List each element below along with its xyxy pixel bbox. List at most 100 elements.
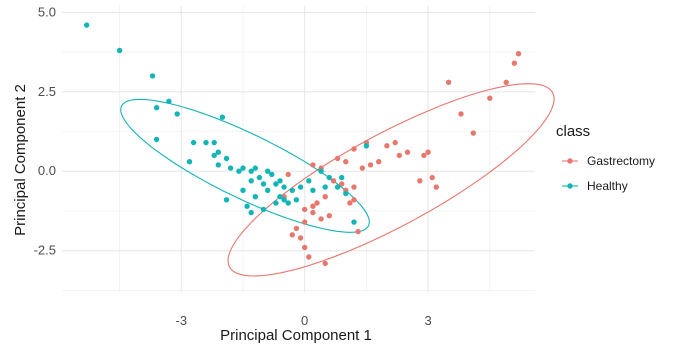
point-healthy (211, 139, 217, 146)
point-healthy (260, 181, 267, 187)
point-healthy (269, 171, 275, 178)
y-tick-label: 0.0 (38, 163, 56, 178)
point-healthy (322, 184, 328, 190)
point-gastrectomy (322, 194, 328, 200)
point-healthy (190, 139, 197, 146)
point-healthy (236, 168, 242, 174)
point-gastrectomy (355, 228, 361, 235)
legend-label-healthy: Healthy (587, 179, 628, 193)
y-axis-title: Principal Component 2 (12, 84, 29, 236)
point-healthy (219, 114, 226, 120)
point-healthy (244, 203, 250, 209)
x-tick-label: -3 (175, 313, 187, 328)
x-axis-title: Principal Component 1 (220, 327, 372, 344)
point-healthy (285, 200, 291, 206)
point-healthy (339, 174, 345, 181)
point-gastrectomy (470, 130, 476, 136)
legend-label-gastrectomy: Gastrectomy (587, 154, 655, 168)
point-healthy (343, 190, 349, 197)
ellipse-gastrectomy (227, 83, 555, 277)
y-tick-label: 5.0 (38, 4, 56, 19)
point-healthy (265, 168, 271, 174)
y-tick-label: -2.5 (34, 243, 56, 258)
x-tick-label: 3 (424, 313, 431, 328)
x-axis-tick-labels: -3 0 3 (175, 313, 431, 328)
point-healthy (248, 209, 254, 216)
point-healthy (273, 181, 279, 187)
point-gastrectomy (347, 200, 353, 206)
point-healthy (297, 184, 304, 190)
point-healthy (293, 197, 300, 203)
point-healthy (334, 184, 341, 190)
y-axis-tick-labels: -2.5 0.0 2.5 5.0 (34, 4, 56, 257)
point-gastrectomy (417, 178, 423, 184)
point-healthy (149, 73, 156, 79)
point-healthy (223, 197, 230, 203)
point-healthy (252, 165, 258, 171)
data-points (84, 22, 522, 267)
point-healthy (186, 159, 193, 165)
point-gastrectomy (433, 184, 439, 190)
point-gastrectomy (314, 200, 320, 206)
point-healthy (310, 187, 316, 193)
point-gastrectomy (285, 171, 291, 178)
point-gastrectomy (351, 146, 357, 152)
point-healthy (281, 184, 287, 190)
point-healthy (153, 136, 160, 143)
point-healthy (248, 168, 254, 174)
legend-key-point-gastrectomy (567, 158, 573, 164)
point-gastrectomy (297, 235, 304, 241)
point-gastrectomy (318, 216, 324, 222)
point-healthy (203, 139, 209, 146)
point-healthy (363, 143, 370, 149)
x-tick-label: 0 (301, 313, 308, 328)
point-gastrectomy (392, 139, 398, 146)
point-healthy (174, 111, 180, 117)
point-gastrectomy (367, 162, 374, 168)
legend-entries: Gastrectomy Healthy (562, 154, 655, 193)
point-healthy (223, 155, 230, 162)
point-gastrectomy (302, 219, 308, 225)
point-gastrectomy (343, 159, 349, 165)
point-gastrectomy (310, 203, 316, 209)
point-gastrectomy (396, 152, 402, 159)
point-healthy (281, 197, 287, 203)
point-gastrectomy (334, 155, 341, 162)
point-gastrectomy (359, 165, 365, 171)
point-healthy (252, 194, 258, 200)
point-healthy (256, 174, 263, 181)
point-gastrectomy (310, 209, 316, 216)
point-healthy (248, 178, 254, 184)
point-gastrectomy (404, 149, 411, 155)
point-healthy (273, 200, 279, 206)
point-healthy (260, 206, 267, 213)
point-healthy (240, 187, 246, 193)
point-healthy (211, 152, 217, 159)
point-healthy (227, 165, 234, 171)
point-gastrectomy (351, 184, 357, 190)
point-healthy (326, 174, 332, 181)
point-gastrectomy (421, 152, 427, 159)
minor-gridlines (62, 6, 535, 292)
point-healthy (240, 165, 246, 171)
point-healthy (306, 178, 312, 184)
legend-title: class (556, 123, 590, 140)
point-gastrectomy (326, 213, 332, 219)
point-gastrectomy (487, 95, 493, 101)
ellipse-healthy (120, 98, 370, 233)
point-healthy (166, 98, 172, 105)
point-gastrectomy (302, 244, 308, 251)
point-healthy (265, 187, 271, 193)
point-healthy (318, 168, 324, 174)
point-gastrectomy (339, 181, 345, 187)
point-healthy (153, 105, 160, 111)
point-gastrectomy (458, 111, 464, 117)
point-healthy (289, 187, 295, 193)
point-gastrectomy (289, 232, 295, 238)
legend: class Gastrectomy Healthy (556, 123, 655, 193)
y-tick-label: 2.5 (38, 84, 56, 99)
confidence-ellipses (120, 83, 555, 277)
point-gastrectomy (503, 79, 509, 86)
point-healthy (215, 149, 221, 155)
